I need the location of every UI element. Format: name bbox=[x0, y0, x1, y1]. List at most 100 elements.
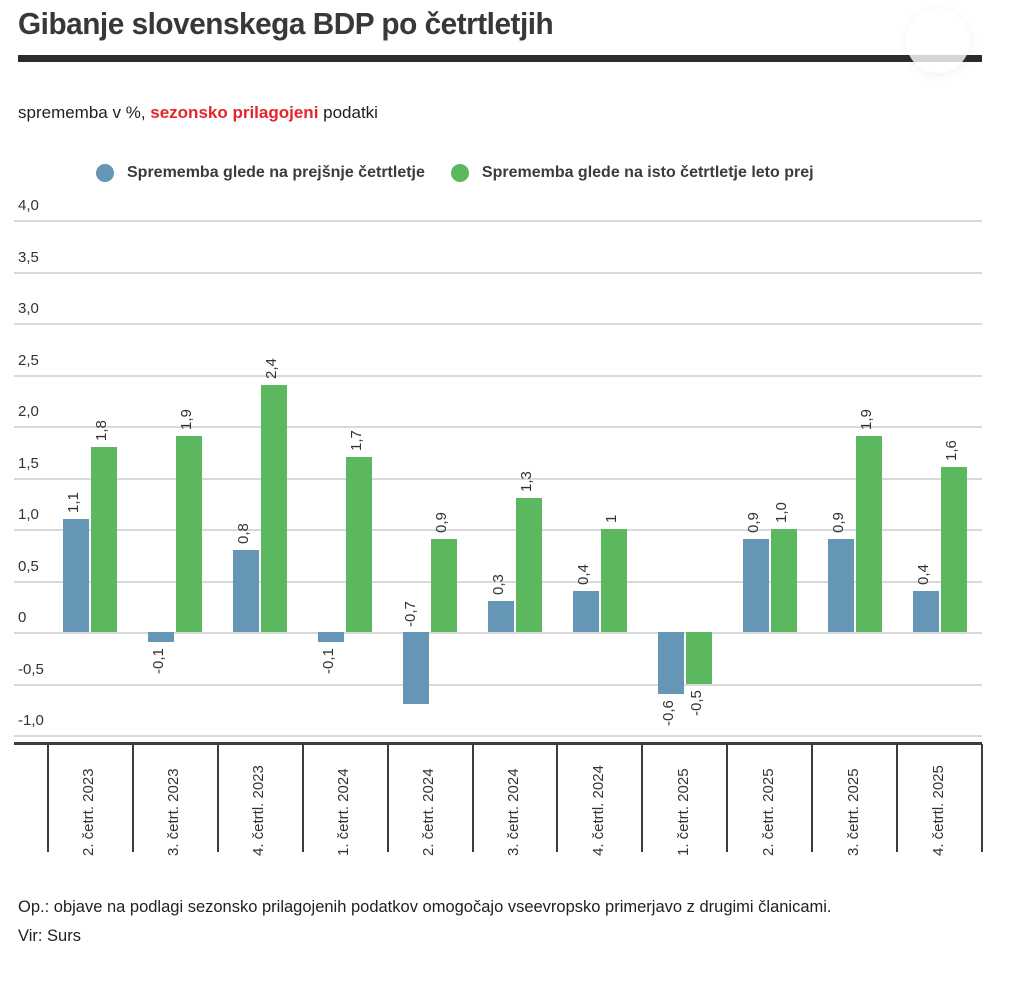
bar-year-ago bbox=[685, 632, 712, 684]
bar-value-label: 1 bbox=[602, 514, 620, 523]
bar-year-ago bbox=[176, 436, 203, 632]
bar-prev-quarter bbox=[233, 549, 260, 632]
x-axis-separator bbox=[981, 744, 983, 852]
x-axis-label: 1. četrt. 2024 bbox=[335, 768, 353, 856]
gridline bbox=[14, 580, 982, 583]
y-axis-tick-label: 4,0 bbox=[18, 197, 39, 214]
chart-source: Vir: Surs bbox=[18, 927, 81, 945]
gridline bbox=[14, 220, 982, 222]
bar-year-ago bbox=[516, 498, 542, 632]
bar-prev-quarter bbox=[827, 539, 854, 632]
legend-dot-blue-icon bbox=[96, 164, 114, 182]
bar-value-label: 1,9 bbox=[178, 409, 196, 431]
gridline bbox=[14, 529, 982, 531]
bar-value-label: 2,4 bbox=[263, 357, 281, 379]
y-axis-tick-label: -1,0 bbox=[18, 712, 44, 729]
chart-note: Op.: objave na podlagi sezonsko prilagoj… bbox=[18, 898, 832, 916]
gridline bbox=[14, 271, 982, 274]
gridline bbox=[14, 632, 982, 634]
bar-value-label: -0,6 bbox=[659, 699, 677, 726]
bar-prev-quarter bbox=[912, 590, 939, 632]
x-axis-separator bbox=[811, 744, 814, 852]
y-axis-tick-label: -0,5 bbox=[18, 660, 44, 678]
x-axis-label: 2. četrt. 2023 bbox=[80, 768, 98, 856]
x-axis-label: 1. četrt. 2025 bbox=[674, 768, 692, 856]
x-axis-separator bbox=[556, 744, 559, 852]
bar-value-label: 1,3 bbox=[518, 471, 535, 493]
y-axis-tick-label: 3,5 bbox=[18, 248, 39, 266]
gridline bbox=[14, 477, 982, 480]
bar-value-label: 1,8 bbox=[93, 419, 111, 441]
x-axis-label: 3. četrt. 2025 bbox=[844, 768, 862, 856]
bar-year-ago bbox=[940, 467, 967, 632]
bar-value-label: 1,0 bbox=[772, 502, 790, 523]
bar-value-label: 0,3 bbox=[490, 574, 507, 596]
bar-prev-quarter bbox=[403, 632, 430, 705]
bar-value-label: 0,9 bbox=[744, 512, 762, 534]
bar-value-label: 1,1 bbox=[65, 491, 83, 513]
chart-subtitle: sprememba v %, sezonsko prilagojeni poda… bbox=[18, 103, 378, 123]
bar-value-label: -0,7 bbox=[402, 601, 420, 627]
chart-legend: Sprememba glede na prejšnje četrtletje S… bbox=[96, 164, 814, 182]
x-axis-label: 3. četrt. 2023 bbox=[165, 768, 183, 856]
bar-prev-quarter bbox=[488, 601, 514, 632]
x-axis-separator bbox=[131, 744, 134, 852]
y-axis-tick-label: 3,0 bbox=[18, 300, 39, 317]
x-axis-separator bbox=[471, 744, 474, 852]
legend-label-prev-quarter: Sprememba glede na prejšnje četrtletje bbox=[127, 164, 425, 181]
x-axis-separator bbox=[896, 744, 899, 852]
bar-value-label: 0,4 bbox=[574, 563, 592, 585]
x-axis-separator bbox=[726, 744, 729, 852]
legend-item-prev-quarter: Sprememba glede na prejšnje četrtletje bbox=[96, 164, 425, 182]
x-axis-label: 4. četrtl. 2025 bbox=[929, 765, 947, 856]
bar-prev-quarter bbox=[148, 632, 175, 643]
y-axis-tick-label: 2,5 bbox=[18, 351, 39, 369]
x-axis-separator bbox=[386, 744, 389, 852]
bar-value-label: -0,1 bbox=[320, 648, 338, 675]
page-title: Gibanje slovenskega BDP po četrtletjih bbox=[18, 6, 554, 41]
logo-circle bbox=[906, 9, 970, 73]
x-axis-label: 4. četrtl. 2023 bbox=[250, 765, 268, 856]
bar-year-ago bbox=[855, 436, 882, 632]
legend-dot-green-icon bbox=[450, 164, 469, 182]
x-axis-separator bbox=[301, 744, 304, 852]
bar-prev-quarter bbox=[742, 539, 769, 632]
x-axis-separator bbox=[47, 744, 49, 852]
bar-value-label: 0,9 bbox=[433, 512, 451, 534]
gridline bbox=[14, 323, 982, 325]
y-axis-tick-label: 2,0 bbox=[18, 403, 39, 420]
bar-value-label: 1,9 bbox=[857, 409, 875, 431]
x-axis-separator bbox=[216, 744, 219, 852]
gridline bbox=[14, 683, 982, 686]
bar-value-label: 0,9 bbox=[829, 512, 847, 534]
y-axis-tick-label: 0,5 bbox=[18, 557, 39, 575]
bar-value-label: -0,5 bbox=[687, 689, 705, 716]
bar-value-label: 1,6 bbox=[942, 440, 960, 462]
bar-value-label: 0,4 bbox=[914, 563, 932, 585]
bar-year-ago bbox=[431, 539, 458, 632]
bar-year-ago bbox=[346, 456, 373, 632]
bar-value-label: -0,1 bbox=[150, 648, 168, 675]
x-axis-separator bbox=[641, 744, 644, 852]
bar-value-label: 1,7 bbox=[348, 430, 366, 451]
bar-prev-quarter bbox=[657, 632, 684, 694]
bar-prev-quarter bbox=[63, 518, 90, 632]
legend-label-year-ago: Sprememba glede na isto četrtletje leto … bbox=[481, 164, 814, 181]
x-axis-label: 2. četrt. 2025 bbox=[759, 768, 777, 856]
bar-year-ago bbox=[91, 446, 118, 632]
y-axis-tick-label: 0 bbox=[18, 609, 27, 626]
x-axis-line bbox=[14, 742, 982, 745]
title-underline bbox=[18, 55, 982, 62]
bar-prev-quarter bbox=[318, 632, 345, 643]
x-axis-label: 3. četrt. 2024 bbox=[505, 768, 522, 856]
legend-item-year-ago: Sprememba glede na isto četrtletje leto … bbox=[450, 164, 814, 182]
bar-year-ago bbox=[261, 384, 288, 632]
y-axis-tick-label: 1,0 bbox=[18, 506, 39, 523]
gridline bbox=[14, 426, 982, 428]
gridline bbox=[14, 374, 982, 377]
x-axis-label: 4. četrtl. 2024 bbox=[589, 765, 607, 856]
x-axis-label: 2. četrt. 2024 bbox=[420, 768, 438, 856]
bar-value-label: 0,8 bbox=[235, 522, 253, 544]
bar-prev-quarter bbox=[572, 590, 599, 632]
